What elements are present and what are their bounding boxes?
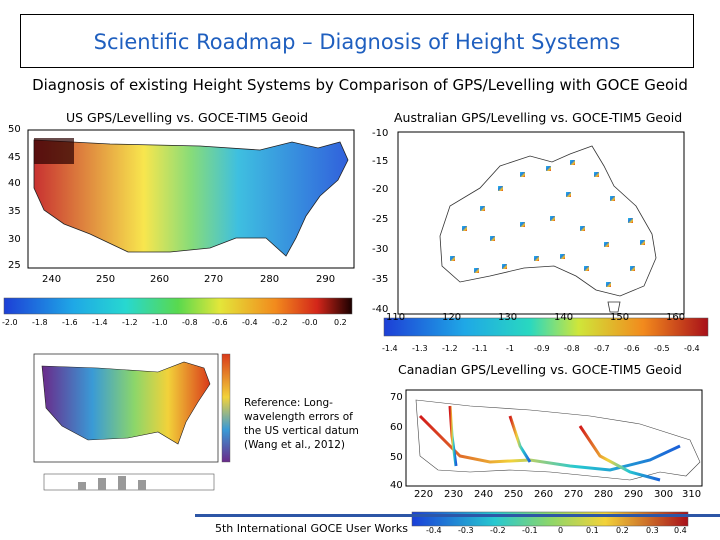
reference-map-plot (33, 353, 231, 491)
ca-cbar-tick: -0.1 (522, 526, 538, 535)
reference-histogram (43, 473, 215, 491)
us-data-points (34, 140, 348, 256)
us-ytick: 25 (8, 260, 21, 271)
reference-colorbar (221, 353, 231, 463)
us-panel: 50 45 40 35 30 25 240 250 260 270 280 29… (0, 120, 360, 330)
au-ytick: -30 (372, 244, 389, 255)
us-xtick: 290 (316, 274, 336, 285)
ca-ytick: 40 (390, 480, 403, 491)
slide-title: Scientific Roadmap – Diagnosis of Height… (93, 30, 621, 54)
ca-ytick: 70 (390, 392, 403, 403)
au-ytick: -25 (372, 214, 389, 225)
au-cbar-tick: -0.6 (624, 344, 640, 353)
ca-xtick: 300 (654, 489, 674, 500)
ca-cbar-tick: -0.4 (426, 526, 442, 535)
us-xtick: 250 (96, 274, 116, 285)
reference-caption: Reference: Long-wavelength errors of the… (244, 397, 359, 451)
us-cbar-tick: -1.4 (92, 318, 108, 327)
ca-cbar-tick: -0.3 (458, 526, 474, 535)
ca-cbar-tick: 0.2 (616, 526, 629, 535)
us-colorbar (3, 297, 353, 315)
us-xtick: 260 (150, 274, 170, 285)
us-xtick: 280 (260, 274, 280, 285)
ca-cbar-tick: -0.2 (490, 526, 506, 535)
us-xtick: 240 (42, 274, 62, 285)
au-ytick: -20 (372, 184, 389, 195)
au-ytick: -40 (372, 304, 389, 315)
footer-bar (195, 514, 720, 517)
us-map-plot (3, 129, 355, 315)
title-frame (20, 14, 694, 68)
au-cbar-tick: -0.9 (534, 344, 550, 353)
au-cbar-tick: -1.2 (442, 344, 458, 353)
ca-xtick: 270 (564, 489, 584, 500)
australia-panel-title: Australian GPS/Levelling vs. GOCE-TIM5 G… (394, 110, 683, 125)
us-cbar-tick: -1.6 (62, 318, 78, 327)
ca-ytick: 60 (390, 422, 403, 433)
ca-xtick: 220 (414, 489, 434, 500)
us-ytick: 30 (8, 234, 21, 245)
us-cbar-tick: -2.0 (2, 318, 18, 327)
au-cbar-tick: -1 (506, 344, 514, 353)
us-ytick: 35 (8, 206, 21, 217)
us-cbar-tick: -0.6 (212, 318, 228, 327)
us-ytick: 45 (8, 152, 21, 163)
au-cbar-tick: -0.7 (594, 344, 610, 353)
ca-xtick: 310 (682, 489, 702, 500)
au-xtick: 150 (610, 312, 630, 323)
australia-map-plot (383, 131, 709, 337)
au-cbar-tick: -1.4 (382, 344, 398, 353)
au-xtick: 140 (554, 312, 574, 323)
reference-map-shading (41, 361, 211, 445)
au-ytick: -35 (372, 274, 389, 285)
us-cbar-tick: -0.8 (182, 318, 198, 327)
au-cbar-tick: -1.1 (472, 344, 488, 353)
canada-outline (415, 399, 701, 481)
au-xtick: 130 (498, 312, 518, 323)
us-cbar-tick: -0.4 (242, 318, 258, 327)
canada-data-lines (418, 405, 681, 482)
australia-outline (439, 145, 657, 297)
au-ytick: -10 (372, 128, 389, 139)
us-panel-title: US GPS/Levelling vs. GOCE-TIM5 Geoid (66, 110, 309, 125)
ca-cbar-tick: 0.1 (586, 526, 599, 535)
ca-xtick: 230 (444, 489, 464, 500)
ca-xtick: 240 (474, 489, 494, 500)
au-cbar-tick: -0.8 (564, 344, 580, 353)
australia-colorbar (383, 317, 709, 337)
us-cbar-tick: -0.2 (272, 318, 288, 327)
ca-xtick: 260 (534, 489, 554, 500)
canada-panel-title: Canadian GPS/Levelling vs. GOCE-TIM5 Geo… (398, 362, 682, 377)
australia-panel: -10 -15 -20 -25 -30 -35 -40 110 120 130 … (370, 126, 720, 358)
us-cbar-tick: -1.0 (152, 318, 168, 327)
au-xtick: 110 (386, 312, 406, 323)
us-cbar-tick: -1.2 (122, 318, 138, 327)
ca-xtick: 250 (504, 489, 524, 500)
au-ytick: -15 (372, 156, 389, 167)
canada-map-plot (405, 389, 703, 527)
us-xtick: 270 (204, 274, 224, 285)
au-xtick: 160 (666, 312, 686, 323)
ca-cbar-tick: 0 (558, 526, 564, 535)
slide-footer: 5th International GOCE User Works (215, 522, 408, 535)
au-cbar-tick: -0.5 (654, 344, 670, 353)
ca-xtick: 280 (594, 489, 614, 500)
au-cbar-tick: -1.3 (412, 344, 428, 353)
ca-cbar-tick: 0.3 (646, 526, 659, 535)
au-xtick: 120 (442, 312, 462, 323)
us-ytick: 50 (8, 124, 21, 135)
us-cbar-tick: -1.8 (32, 318, 48, 327)
au-cbar-tick: -0.4 (684, 344, 700, 353)
ca-ytick: 50 (390, 452, 403, 463)
us-ytick: 40 (8, 178, 21, 189)
slide-subtitle: Diagnosis of existing Height Systems by … (32, 76, 688, 94)
reference-figure (8, 348, 238, 498)
us-cbar-tick: 0.2 (334, 318, 347, 327)
australia-data-points (450, 160, 645, 287)
ca-cbar-tick: 0.4 (674, 526, 687, 535)
us-cbar-tick: -0.0 (302, 318, 318, 327)
ca-xtick: 290 (624, 489, 644, 500)
